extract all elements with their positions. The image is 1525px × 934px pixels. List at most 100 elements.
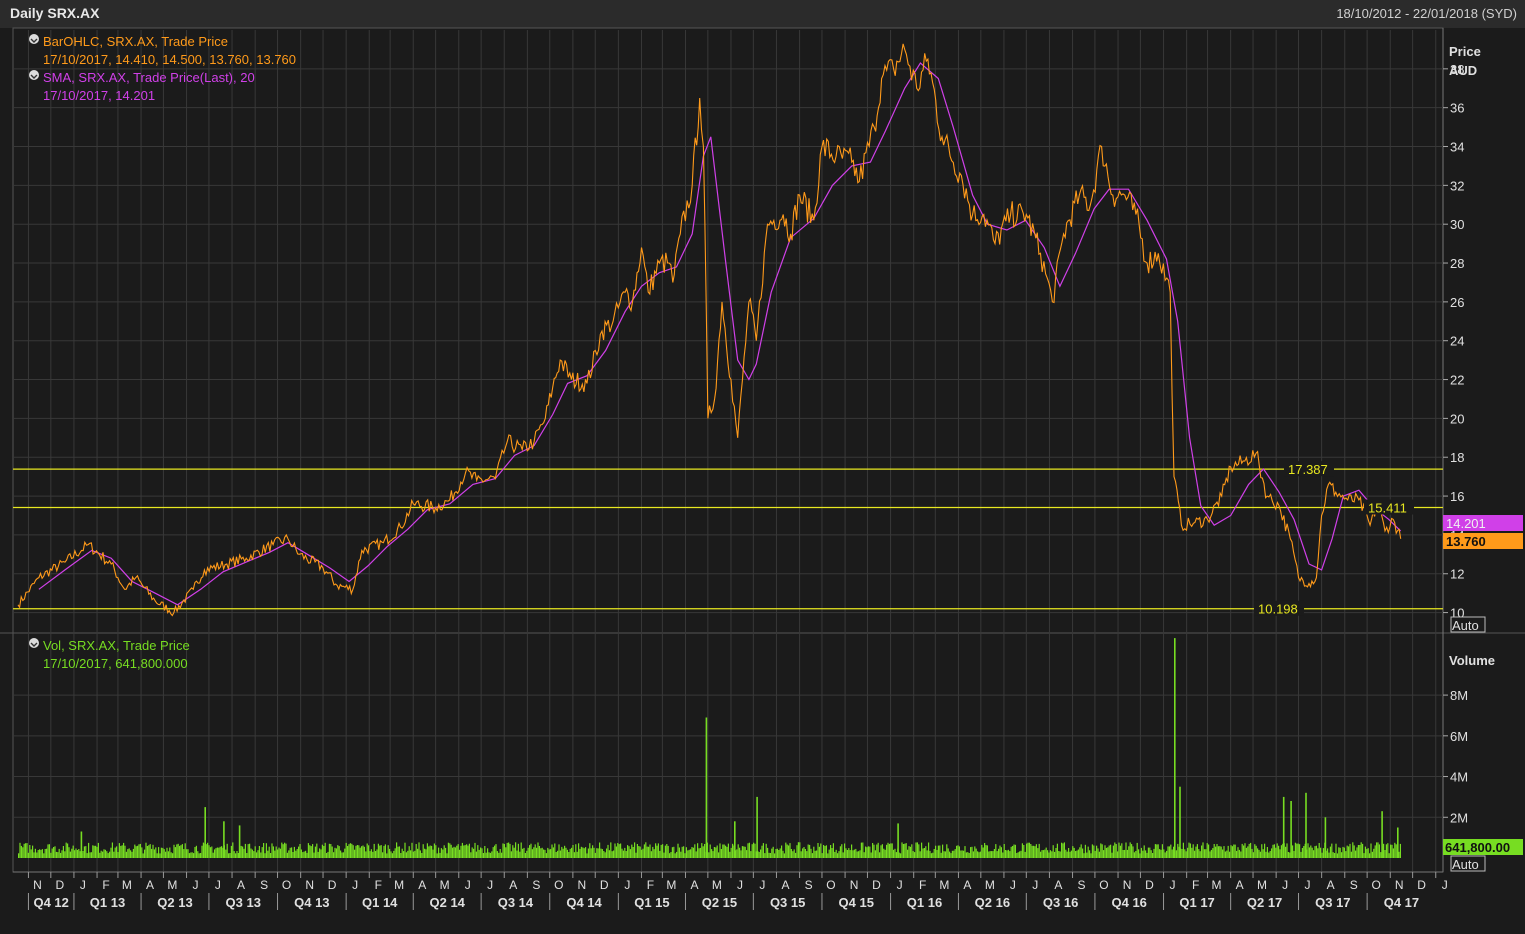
- volume-bar: [578, 843, 580, 858]
- legend-toggle-icon[interactable]: [29, 638, 39, 648]
- volume-bar: [1233, 844, 1235, 858]
- volume-bar: [410, 850, 412, 858]
- volume-bar: [1331, 843, 1333, 858]
- volume-bar: [1244, 843, 1246, 858]
- volume-bar: [699, 847, 701, 858]
- horizontal-lines[interactable]: [13, 468, 1443, 610]
- volume-bar: [1101, 844, 1103, 858]
- volume-bar: [740, 850, 742, 858]
- volume-bar: [1335, 843, 1337, 858]
- volume-bar: [526, 850, 528, 858]
- volume-bar: [1294, 842, 1296, 858]
- vol-legend-title: Vol, SRX.AX, Trade Price: [43, 638, 190, 653]
- volume-bar: [216, 847, 218, 858]
- volume-bar: [130, 850, 132, 858]
- volume-bar: [684, 853, 686, 858]
- volume-bar: [261, 847, 263, 858]
- volume-legend[interactable]: Vol, SRX.AX, Trade Price 17/10/2017, 641…: [29, 638, 190, 671]
- volume-bar: [1107, 847, 1109, 858]
- chart-window-title: Daily SRX.AX: [10, 5, 100, 21]
- month-tick-label: O: [1099, 878, 1108, 892]
- volume-bar: [918, 844, 920, 858]
- volume-bar: [1052, 845, 1054, 858]
- volume-bar: [340, 850, 342, 858]
- volume-bar: [1024, 851, 1026, 858]
- volume-bar: [155, 847, 157, 858]
- volume-bar: [254, 846, 256, 858]
- volume-bar: [100, 850, 102, 858]
- volume-bar: [223, 821, 225, 858]
- volume-bar: [562, 848, 564, 858]
- volume-bar: [600, 848, 602, 858]
- month-tick-label: O: [554, 878, 563, 892]
- volume-bar: [958, 846, 960, 858]
- quarter-tick-label: Q1 17: [1179, 895, 1214, 910]
- volume-bar: [187, 849, 189, 858]
- volume-bar: [1209, 851, 1211, 858]
- volume-bar: [139, 843, 141, 858]
- volume-auto-button[interactable]: [1450, 855, 1486, 872]
- volume-bar: [439, 852, 441, 858]
- volume-bar: [264, 853, 266, 858]
- volume-last-value: 641,800.00: [1445, 840, 1510, 855]
- volume-bar: [20, 845, 22, 858]
- volume-bar: [820, 843, 822, 858]
- volume-bar: [617, 843, 619, 858]
- volume-bar: [433, 843, 435, 858]
- volume-bar: [1187, 847, 1189, 858]
- volume-bar: [1282, 796, 1285, 858]
- volume-bar: [1243, 845, 1245, 858]
- horizontal-line-label: 15.411: [1368, 501, 1407, 516]
- volume-bar: [1321, 852, 1323, 858]
- price-legend[interactable]: BarOHLC, SRX.AX, Trade Price 17/10/2017,…: [29, 34, 296, 103]
- volume-bar: [1318, 843, 1320, 858]
- volume-bar: [1117, 851, 1119, 858]
- volume-bar: [1313, 850, 1315, 858]
- volume-bar: [40, 849, 42, 858]
- volume-bar: [499, 849, 501, 858]
- volume-bar: [831, 848, 833, 858]
- volume-bar: [659, 850, 661, 858]
- volume-bar: [1056, 843, 1058, 858]
- horizontal-line-label-bg: [1254, 600, 1304, 616]
- month-tick-label: D: [1417, 878, 1426, 892]
- volume-bar: [1296, 843, 1298, 858]
- volume-bar: [649, 844, 651, 858]
- volume-bar: [1334, 853, 1336, 858]
- legend-toggle-icon[interactable]: [29, 70, 39, 80]
- volume-bar: [1112, 845, 1114, 858]
- volume-bar: [1049, 850, 1051, 858]
- volume-bar: [530, 843, 532, 858]
- volume-bar: [244, 843, 246, 858]
- volume-bar: [986, 845, 988, 858]
- legend-toggle-icon[interactable]: [29, 34, 39, 44]
- volume-bar: [613, 850, 615, 858]
- volume-bar: [533, 847, 535, 858]
- volume-bar: [167, 851, 169, 858]
- volume-bar: [873, 844, 875, 858]
- price-tick-label: 36: [1450, 101, 1464, 116]
- quarter-tick-label: Q3 13: [226, 895, 261, 910]
- quarter-tick-label: Q4 16: [1112, 895, 1147, 910]
- volume-bar: [238, 825, 241, 858]
- volume-bar: [1307, 843, 1309, 858]
- volume-bar: [653, 849, 655, 858]
- sma-series-line: [38, 62, 1402, 606]
- volume-bar: [1376, 842, 1378, 858]
- volume-bar: [317, 851, 319, 858]
- volume-bar: [876, 844, 878, 858]
- volume-bar: [135, 846, 137, 858]
- volume-bar: [1079, 847, 1081, 858]
- volume-bar: [663, 852, 665, 858]
- volume-bar: [1084, 844, 1086, 858]
- volume-bar: [372, 851, 374, 858]
- month-tick-label: M: [122, 878, 132, 892]
- volume-bar: [1089, 850, 1091, 858]
- volume-bar: [926, 850, 928, 858]
- volume-bar: [172, 853, 174, 858]
- volume-bar: [145, 842, 147, 858]
- volume-bar: [522, 848, 524, 858]
- volume-bar: [872, 843, 874, 858]
- price-auto-button[interactable]: [1450, 616, 1486, 633]
